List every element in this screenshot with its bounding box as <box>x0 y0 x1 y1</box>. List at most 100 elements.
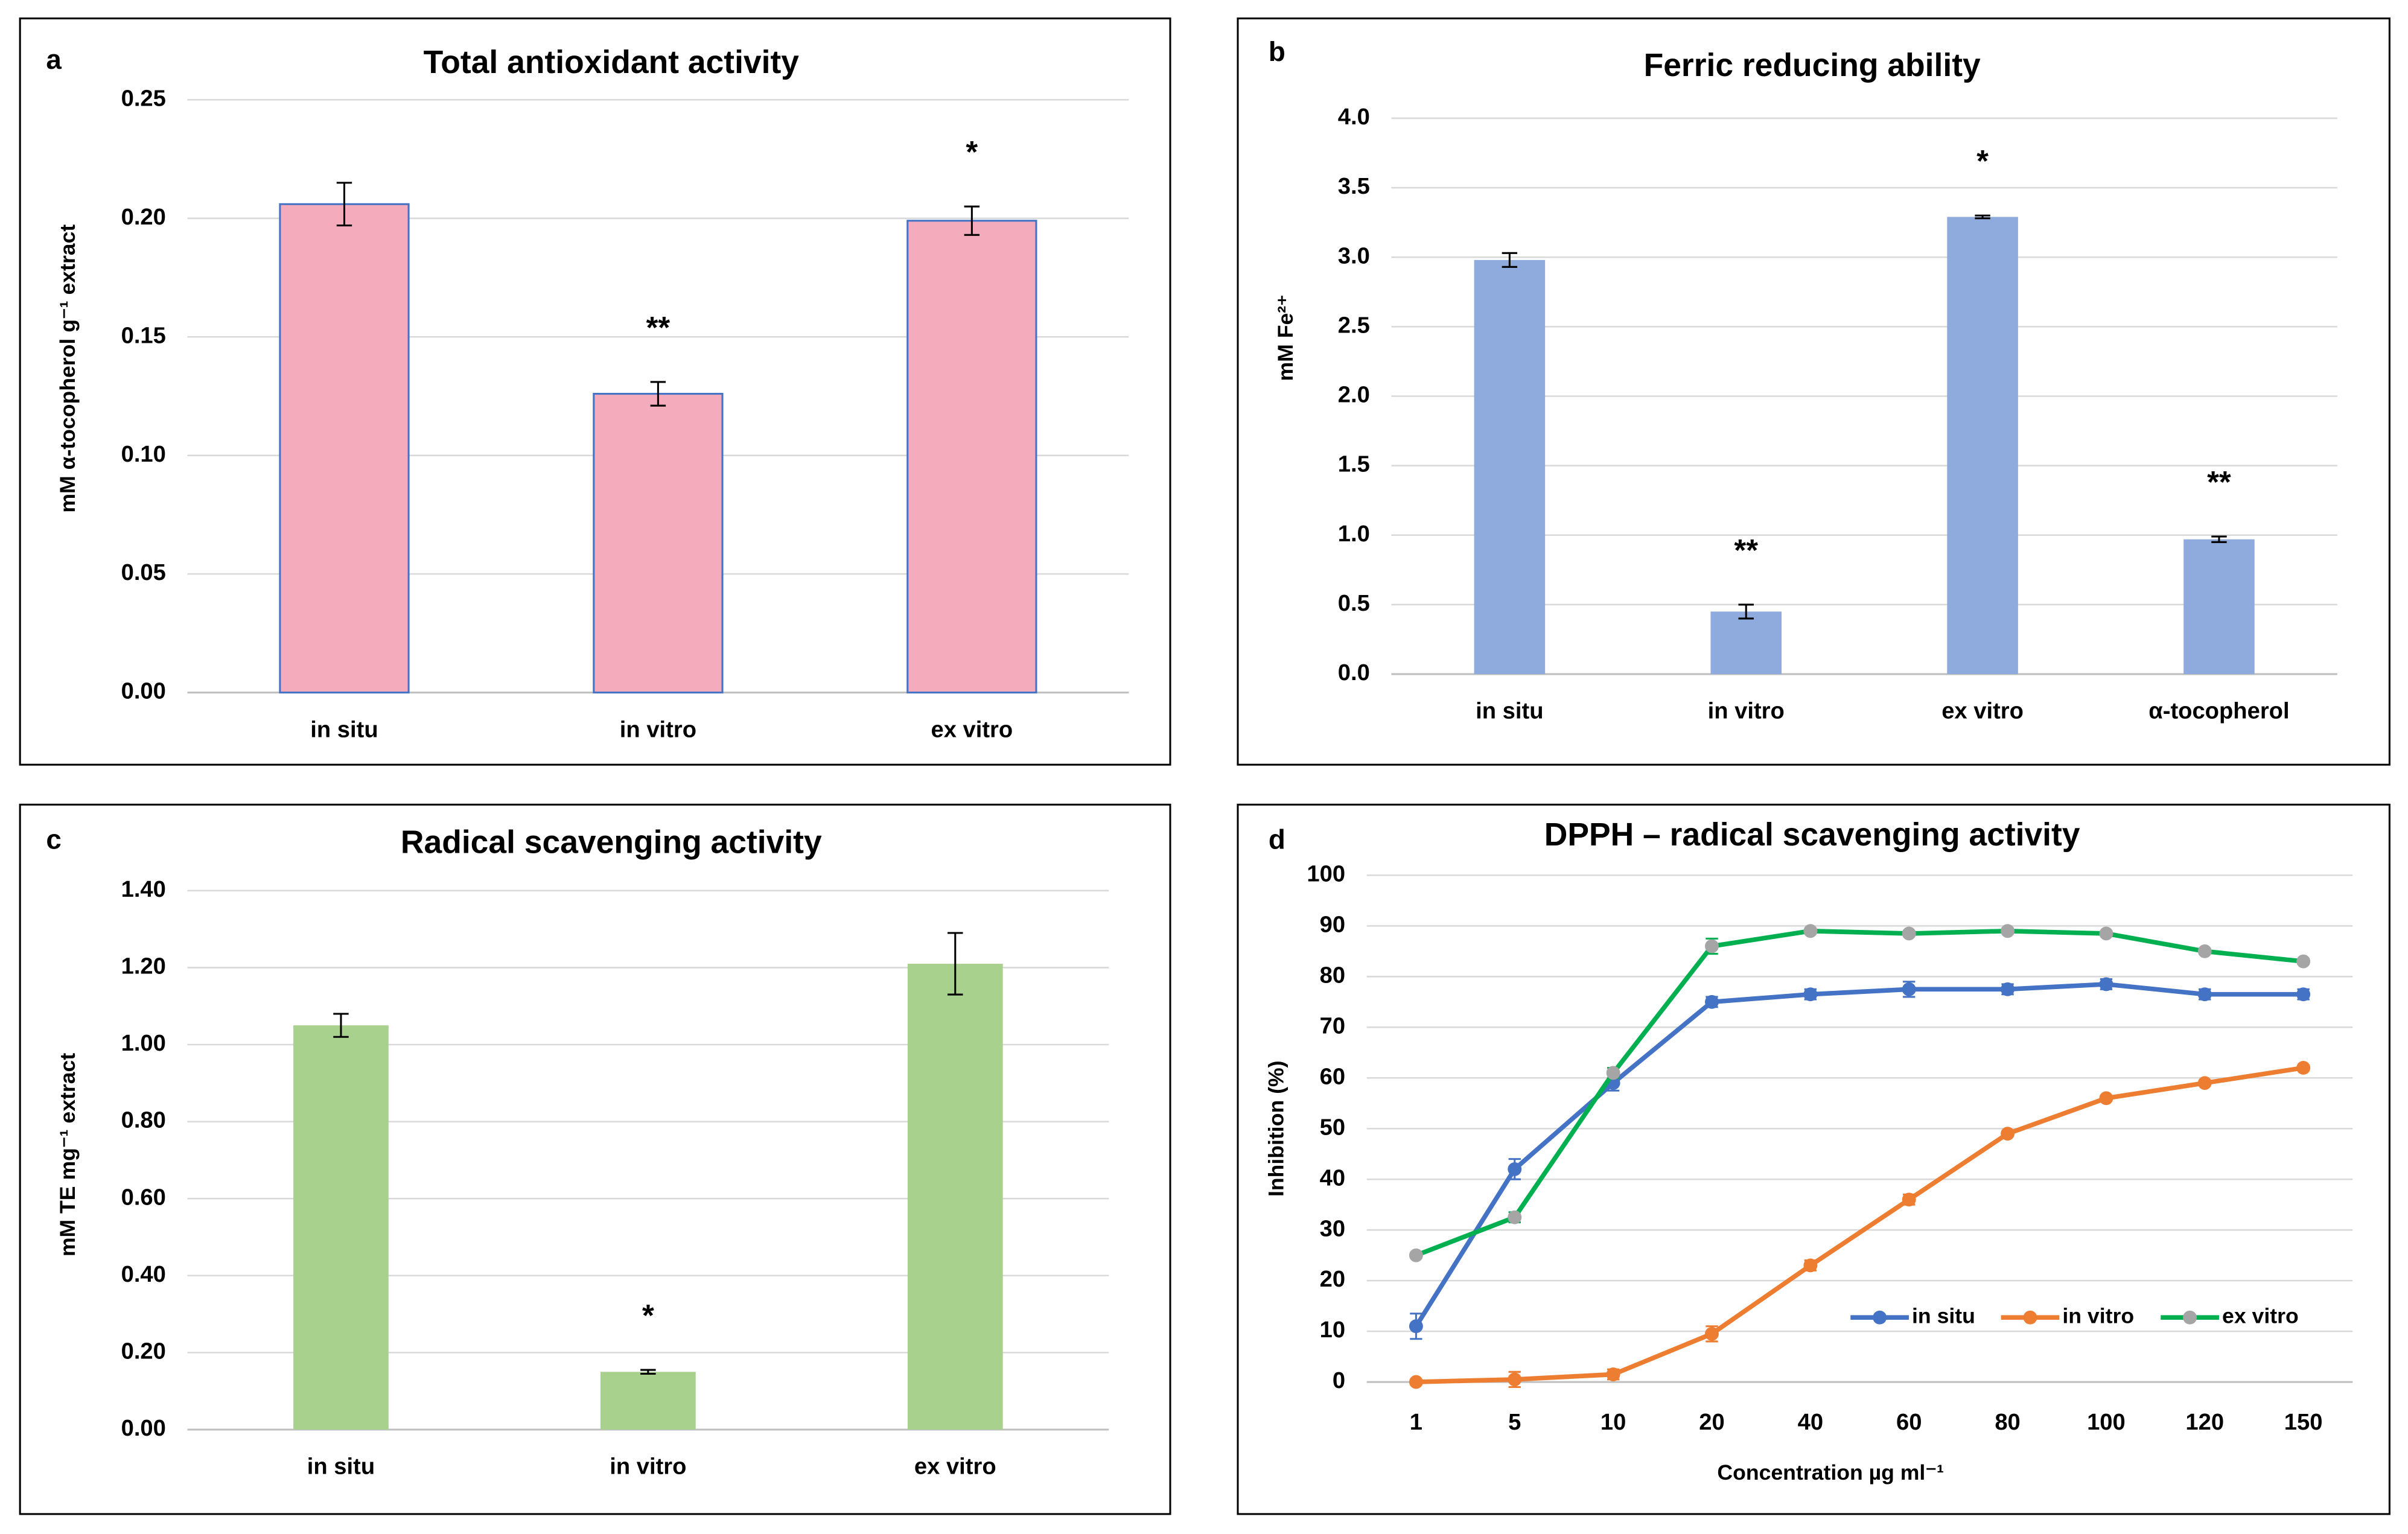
y-tick-label: 10 <box>1320 1317 1345 1343</box>
point <box>1508 1372 1522 1387</box>
point <box>1409 1248 1423 1262</box>
point <box>1606 1066 1620 1080</box>
panel-frame <box>1237 803 2390 1515</box>
x-tick-label: ex vitro <box>914 1454 996 1480</box>
point <box>2099 926 2113 941</box>
x-tick-label: 40 <box>1798 1409 1823 1435</box>
significance-mark: ** <box>646 310 670 345</box>
point <box>1508 1210 1522 1224</box>
bar <box>600 1372 696 1430</box>
point <box>1803 1258 1818 1273</box>
y-tick-label: 0.00 <box>121 1415 166 1441</box>
x-tick-label: in vitro <box>620 716 696 742</box>
panel-frame <box>19 803 1171 1515</box>
y-tick-label: 0.25 <box>121 85 166 111</box>
point <box>2197 1076 2212 1090</box>
x-tick-label: in situ <box>310 716 378 742</box>
y-tick-label: 30 <box>1320 1215 1345 1241</box>
y-tick-label: 3.0 <box>1338 243 1370 269</box>
panel-letter: c <box>46 824 61 855</box>
y-tick-label: 100 <box>1307 861 1345 886</box>
x-tick-label: ex vitro <box>931 716 1013 742</box>
y-tick-label: 2.0 <box>1338 382 1370 408</box>
y-tick-label: 4.0 <box>1338 104 1370 130</box>
legend-label: in situ <box>1912 1304 1975 1328</box>
y-tick-label: 1.00 <box>121 1030 166 1056</box>
point <box>1705 939 1719 953</box>
point <box>1902 1192 1916 1207</box>
point <box>1902 982 1916 996</box>
y-tick-label: 0.00 <box>121 678 166 704</box>
y-tick-label: 0.05 <box>121 559 166 585</box>
error-bar <box>964 205 980 236</box>
y-tick-label: 50 <box>1320 1114 1345 1140</box>
y-tick-label: 60 <box>1320 1063 1345 1089</box>
bar <box>906 220 1037 694</box>
y-tick-label: 2.5 <box>1338 312 1370 338</box>
bar <box>1710 611 1782 675</box>
panel-letter: b <box>1269 36 1285 67</box>
point <box>1705 1326 1719 1341</box>
x-tick-label: 10 <box>1601 1409 1626 1435</box>
x-tick-label: 100 <box>2087 1409 2126 1435</box>
y-axis-label: Inhibition (%) <box>1264 1061 1288 1197</box>
y-tick-label: 0.20 <box>121 1338 166 1364</box>
bar <box>279 203 410 694</box>
x-tick-label: 1 <box>1410 1409 1422 1435</box>
point <box>2197 987 2212 1002</box>
x-tick-label: 150 <box>2284 1409 2323 1435</box>
legend-marker <box>2183 1310 2197 1325</box>
y-tick-label: 0.20 <box>121 204 166 230</box>
x-tick-label: α-tocopherol <box>2148 698 2289 724</box>
legend-label: in vitro <box>2062 1304 2134 1328</box>
error-bar <box>1975 214 1990 220</box>
point <box>1606 1367 1620 1381</box>
bar <box>1474 259 1546 675</box>
x-tick-label: 5 <box>1508 1409 1521 1435</box>
point <box>2296 1061 2311 1075</box>
significance-mark: * <box>966 135 978 169</box>
error-bar <box>640 1369 656 1375</box>
y-tick-label: 1.5 <box>1338 451 1370 477</box>
y-tick-label: 1.0 <box>1338 521 1370 547</box>
significance-mark: ** <box>1734 533 1758 567</box>
error-bar <box>1502 252 1518 268</box>
chart-title: Radical scavenging activity <box>401 825 822 861</box>
point <box>1508 1162 1522 1176</box>
x-tick-label: ex vitro <box>1941 698 2024 724</box>
series-line <box>1415 928 2304 1258</box>
bar <box>2183 539 2255 675</box>
point <box>1803 987 1818 1002</box>
error-bar <box>948 932 963 996</box>
point <box>1409 1319 1423 1334</box>
y-tick-label: 0.10 <box>121 441 166 467</box>
error-bar <box>2211 535 2227 543</box>
x-tick-label: in situ <box>1476 698 1543 724</box>
point <box>2296 987 2311 1002</box>
bar <box>1947 217 2018 675</box>
point <box>2296 954 2311 969</box>
legend-marker <box>2023 1310 2037 1325</box>
y-tick-label: 0.80 <box>121 1107 166 1133</box>
point <box>2001 982 2015 996</box>
bar <box>293 1025 389 1430</box>
x-tick-label: 60 <box>1896 1409 1922 1435</box>
point <box>2197 944 2212 958</box>
x-tick-label: 120 <box>2185 1409 2224 1435</box>
chart-title: DPPH – radical scavenging activity <box>1544 817 2080 853</box>
point <box>2099 977 2113 991</box>
y-tick-label: 0.5 <box>1338 590 1370 616</box>
y-axis-label: mM TE mg⁻¹ extract <box>56 1053 80 1257</box>
error-bar <box>336 182 352 227</box>
y-tick-label: 0.0 <box>1338 660 1370 686</box>
point <box>2001 1127 2015 1141</box>
y-tick-label: 1.40 <box>121 876 166 902</box>
y-tick-label: 80 <box>1320 962 1345 988</box>
y-tick-label: 0.40 <box>121 1261 166 1287</box>
point <box>1803 924 1818 938</box>
x-axis-label: Concentration µg ml⁻¹ <box>1717 1460 1944 1485</box>
significance-mark: * <box>1976 144 1989 178</box>
y-axis-label: mM Fe²⁺ <box>1273 294 1298 381</box>
chart-title: Ferric reducing ability <box>1644 48 1981 83</box>
y-tick-label: 0.60 <box>121 1184 166 1210</box>
